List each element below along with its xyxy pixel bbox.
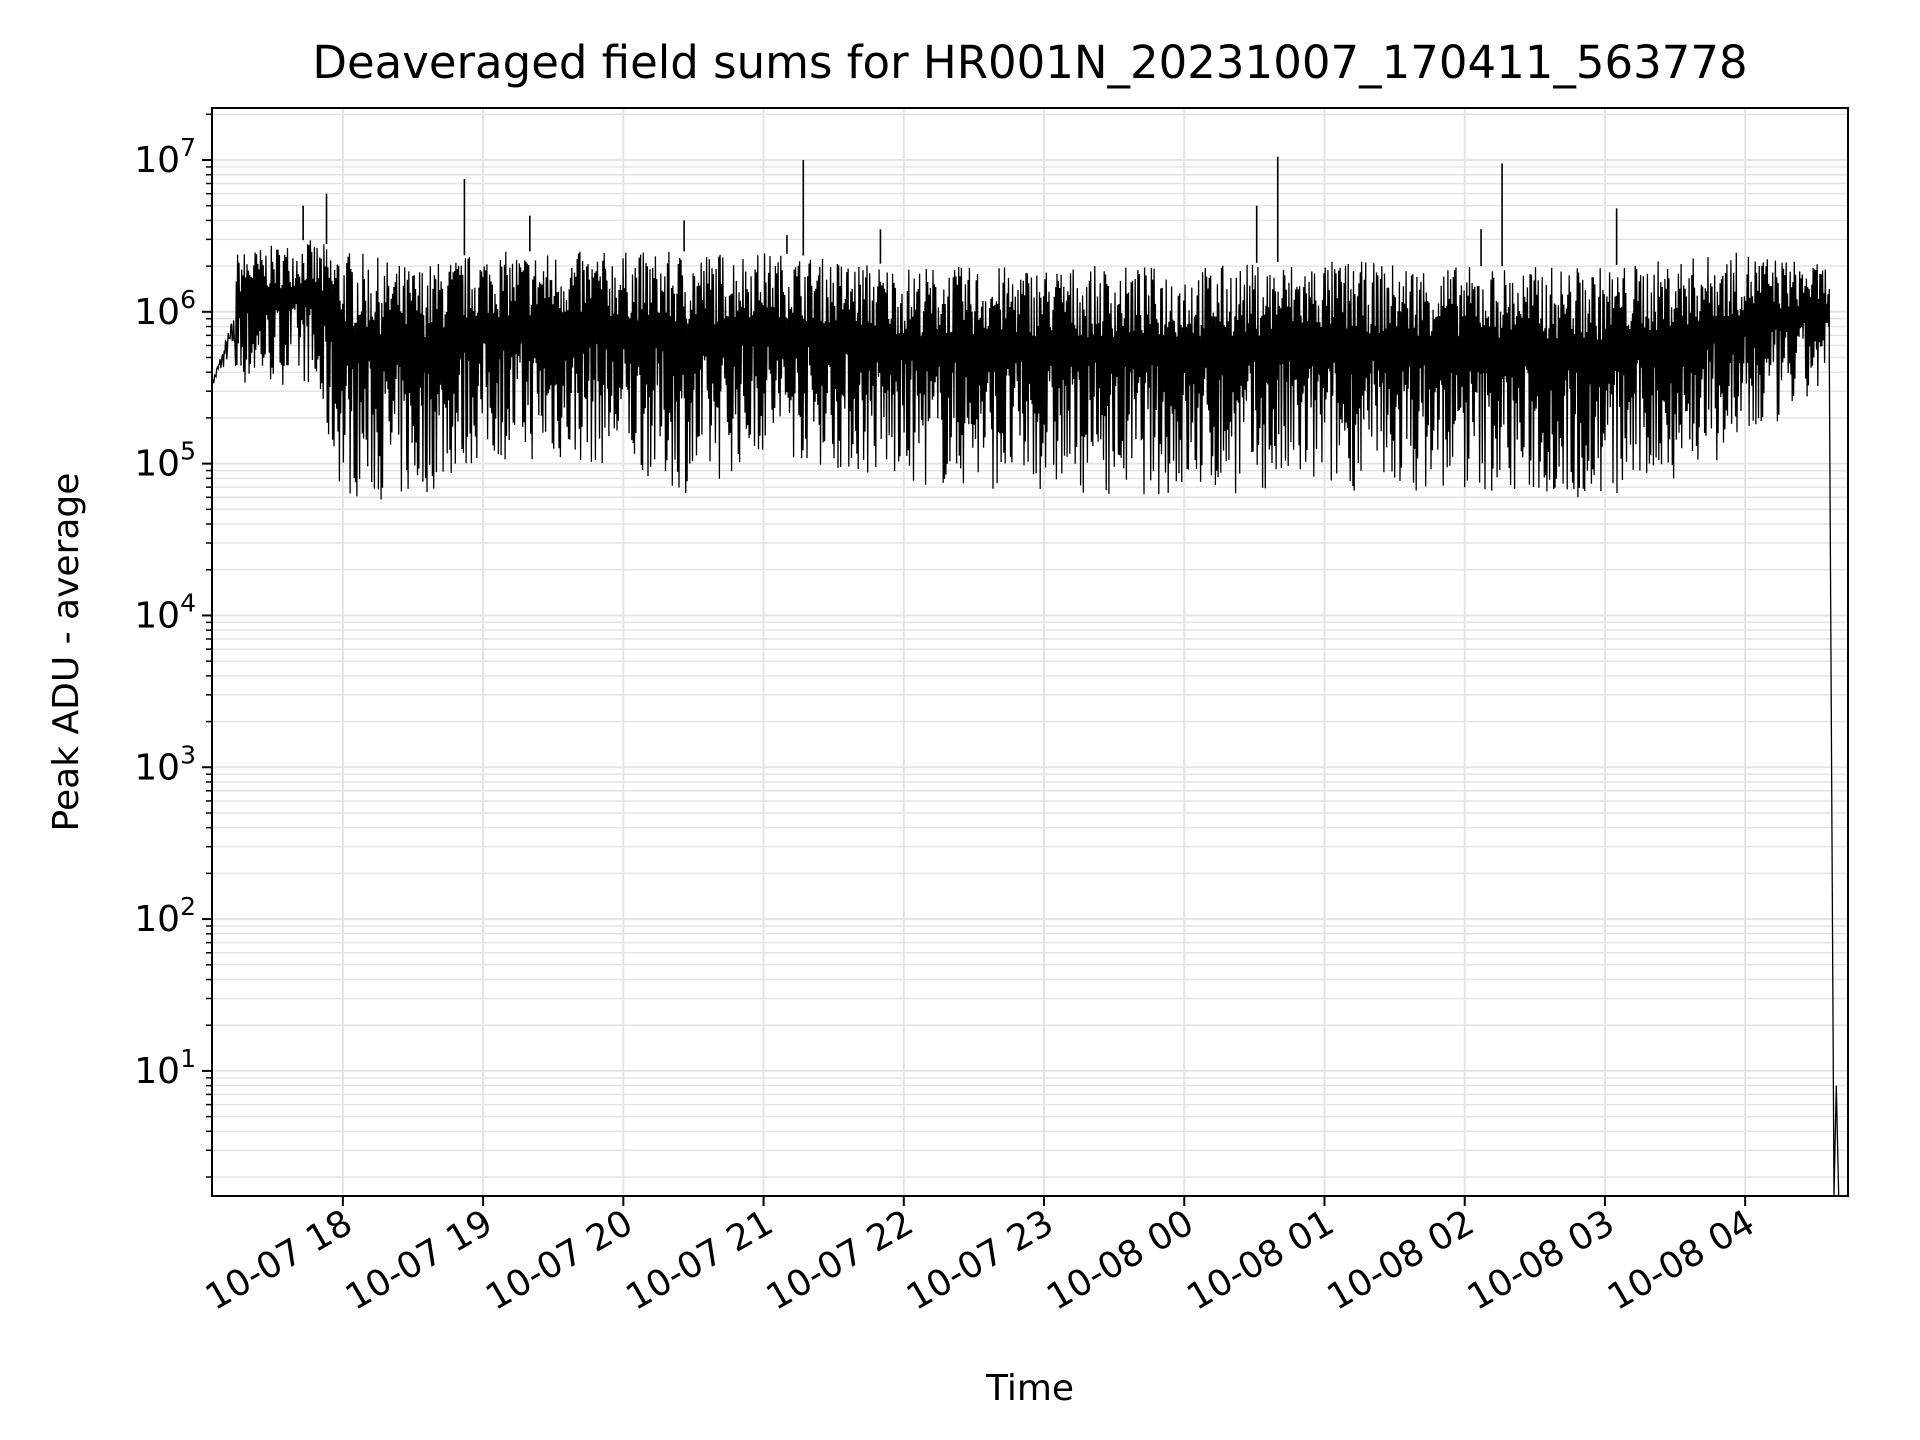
y-tick-base: 10 [134,1051,180,1092]
y-tick-exponent: 3 [180,740,196,769]
y-tick-label: 101 [134,1044,196,1092]
y-tick-base: 10 [134,140,180,181]
data-series-line [211,240,1840,1197]
y-tick-base: 10 [134,444,180,485]
x-axis-label: Time [985,1368,1074,1409]
y-tick-base: 10 [134,899,180,940]
grid-layer [212,108,1848,1196]
y-tick-exponent: 1 [180,1044,196,1073]
y-tick-label: 102 [134,892,196,940]
plot-frame [211,107,1849,1197]
y-tick-label: 104 [134,588,196,636]
y-tick-label: 106 [134,285,196,333]
y-tick-base: 10 [134,747,180,788]
y-tick-exponent: 2 [180,892,196,921]
y-tick-exponent: 4 [180,588,196,617]
y-tick-exponent: 7 [180,133,196,162]
data-layer [211,156,1840,1197]
y-tick-base: 10 [134,292,180,333]
y-tick-label: 107 [134,133,196,181]
chart-title: Deaveraged field sums for HR001N_2023100… [312,36,1747,89]
y-tick-exponent: 5 [180,437,196,466]
y-axis-label: Peak ADU - average [46,473,87,832]
y-tick-label: 105 [134,437,196,485]
y-tick-base: 10 [134,595,180,636]
y-tick-label: 103 [134,740,196,788]
y-tick-exponent: 6 [180,285,196,314]
